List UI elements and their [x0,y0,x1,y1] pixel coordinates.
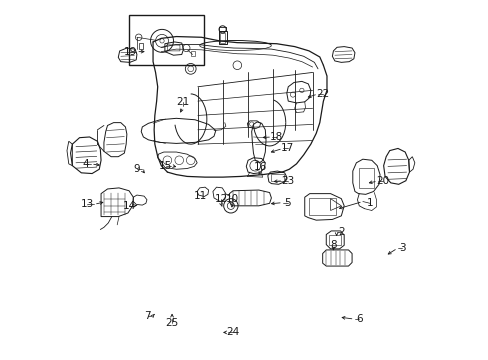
Bar [190,51,195,56]
Bar [220,33,224,43]
Text: 1: 1 [366,198,372,208]
Bar [328,234,341,245]
Text: 7: 7 [144,311,151,321]
Text: 10: 10 [225,194,238,204]
Bar [271,174,284,181]
Text: 24: 24 [225,327,239,337]
Text: 14: 14 [122,201,135,211]
Text: 5: 5 [284,198,290,208]
Text: 3: 3 [398,243,405,253]
Text: 13: 13 [81,199,94,210]
Bar [359,168,373,188]
Text: 2: 2 [337,227,344,237]
Text: 20: 20 [375,176,388,186]
Text: 15: 15 [159,161,172,171]
Bar [139,42,142,49]
Text: 21: 21 [176,97,189,107]
Text: 6: 6 [355,314,362,324]
Bar [129,15,204,65]
Text: 16: 16 [253,162,267,172]
Bar [308,198,335,215]
Text: 11: 11 [194,191,207,201]
Text: 17: 17 [280,143,294,153]
Bar [218,31,226,44]
Text: 25: 25 [165,319,178,328]
Text: 22: 22 [315,89,328,99]
Text: 8: 8 [329,240,336,250]
Text: 4: 4 [82,159,89,169]
Text: 18: 18 [269,132,283,142]
Text: 19: 19 [123,46,137,57]
Text: 23: 23 [281,176,294,186]
Text: 12: 12 [214,194,227,204]
Text: 9: 9 [133,164,140,174]
